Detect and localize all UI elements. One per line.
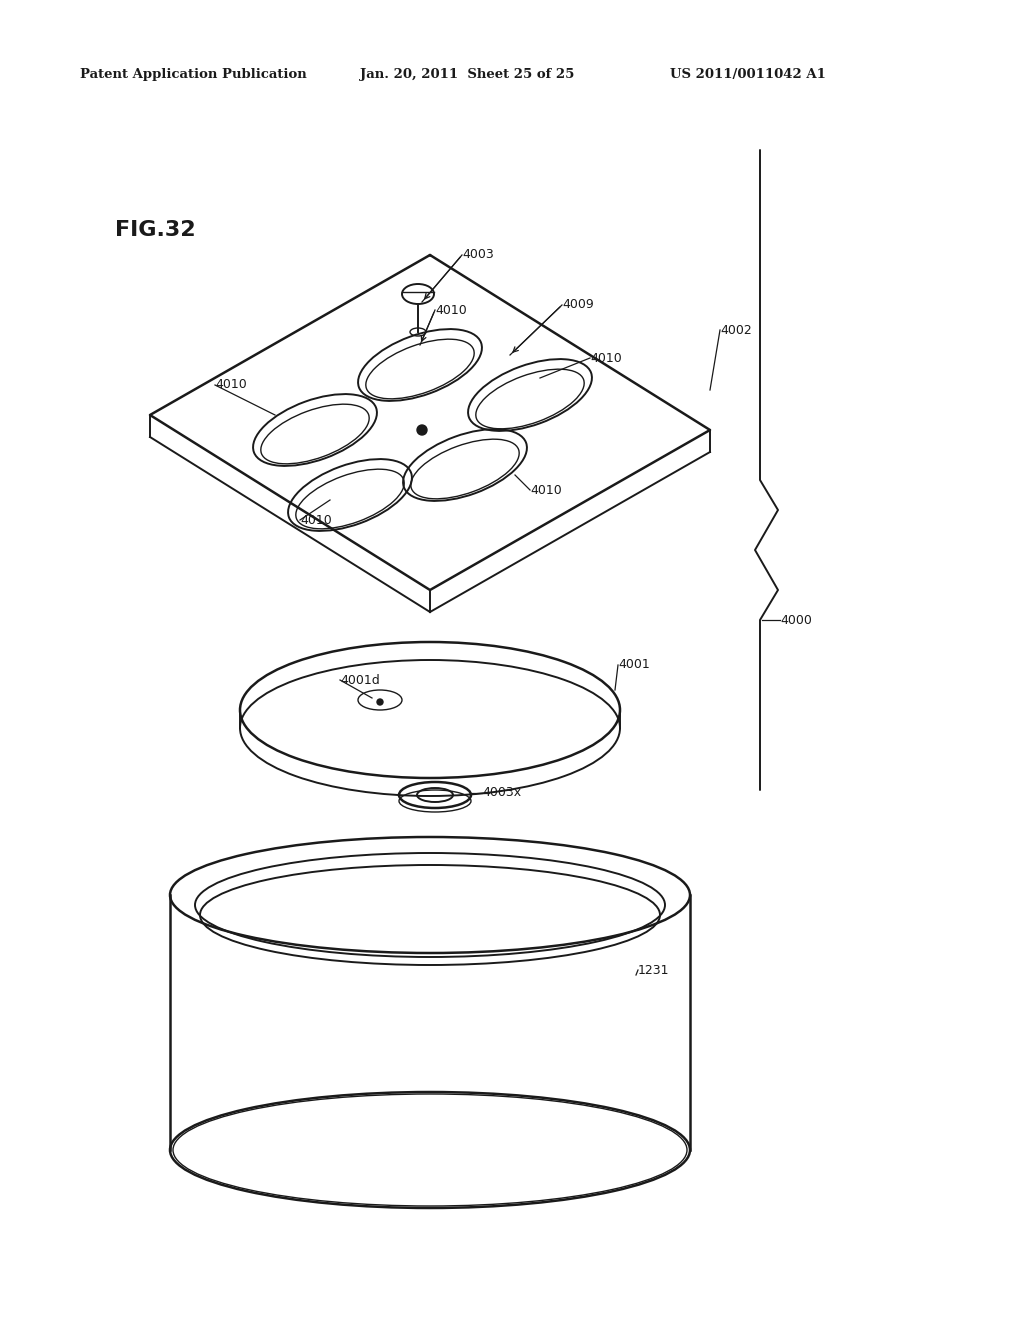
Text: 4002: 4002 <box>720 323 752 337</box>
Text: FIG.32: FIG.32 <box>115 220 196 240</box>
Text: 4000: 4000 <box>780 614 812 627</box>
Text: 4003x: 4003x <box>482 787 521 800</box>
Text: 4003: 4003 <box>462 248 494 261</box>
Circle shape <box>377 700 383 705</box>
Text: 4010: 4010 <box>215 379 247 392</box>
Text: Patent Application Publication: Patent Application Publication <box>80 69 307 81</box>
Circle shape <box>417 425 427 436</box>
Text: 4001: 4001 <box>618 659 650 672</box>
Text: 4009: 4009 <box>562 298 594 312</box>
Text: 4010: 4010 <box>530 483 562 496</box>
Text: 4001d: 4001d <box>340 673 380 686</box>
Text: 4010: 4010 <box>300 513 332 527</box>
Text: 4010: 4010 <box>435 304 467 317</box>
Text: Jan. 20, 2011  Sheet 25 of 25: Jan. 20, 2011 Sheet 25 of 25 <box>360 69 574 81</box>
Text: 4010: 4010 <box>590 351 622 364</box>
Text: US 2011/0011042 A1: US 2011/0011042 A1 <box>670 69 826 81</box>
Text: 1231: 1231 <box>638 964 670 977</box>
